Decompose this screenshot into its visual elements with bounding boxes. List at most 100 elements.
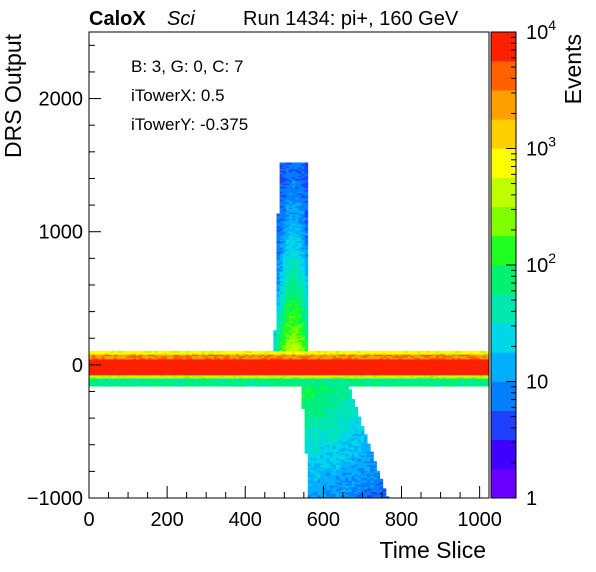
heatmap-cell: [401, 373, 406, 376]
heatmap-cell: [301, 299, 306, 302]
heatmap-cell: [117, 355, 121, 358]
heatmap-cell: [320, 390, 324, 393]
heatmap-cell: [292, 226, 296, 229]
heatmap-cell: [107, 362, 112, 365]
heatmap-cell: [314, 458, 318, 461]
heatmap-cell: [170, 384, 174, 387]
heatmap-cell: [298, 301, 302, 304]
heatmap-cell: [285, 327, 290, 330]
heatmap-cell: [145, 376, 149, 379]
heatmap-cell: [323, 459, 327, 462]
heatmap-cell: [351, 426, 356, 429]
heatmap-cell: [292, 322, 296, 325]
heatmap-cell: [289, 374, 293, 377]
heatmap-cell: [345, 442, 349, 445]
heatmap-cell: [285, 290, 290, 293]
heatmap-cell: [292, 312, 296, 315]
heatmap-cell: [360, 381, 365, 384]
heatmap-cell: [329, 398, 334, 401]
heatmap-cell: [139, 362, 143, 365]
heatmap-cell: [220, 381, 224, 384]
heatmap-cell: [348, 403, 352, 406]
heatmap-cell: [151, 382, 156, 385]
heatmap-cell: [301, 333, 306, 336]
heatmap-cell: [382, 371, 387, 374]
heatmap-cell: [342, 448, 346, 451]
heatmap-cell: [282, 376, 287, 379]
heatmap-cell: [226, 360, 231, 363]
heatmap-cell: [373, 475, 377, 478]
heatmap-cell: [301, 202, 306, 205]
heatmap-cell: [329, 422, 334, 425]
heatmap-cell: [235, 357, 240, 360]
heatmap-cell: [351, 485, 356, 488]
heatmap-cell: [410, 384, 415, 387]
heatmap-cell: [304, 359, 309, 361]
heatmap-cell: [351, 430, 356, 433]
heatmap-cell: [364, 352, 368, 355]
heatmap-cell: [357, 370, 362, 373]
heatmap-cell: [295, 338, 299, 341]
heatmap-cell: [260, 365, 265, 368]
heatmap-cell: [351, 365, 356, 368]
heatmap-cell: [301, 162, 306, 165]
heatmap-cell: [282, 275, 287, 278]
heatmap-cell: [229, 357, 234, 360]
heatmap-cell: [317, 363, 321, 366]
heatmap-cell: [270, 378, 274, 381]
heatmap-cell: [414, 371, 418, 374]
heatmap-cell: [376, 362, 381, 365]
heatmap-cell: [320, 459, 324, 462]
heatmap-cell: [326, 494, 331, 497]
heatmap-cell: [335, 360, 340, 363]
heatmap-cell: [214, 359, 218, 361]
heatmap-cell: [185, 360, 190, 363]
heatmap-cell: [323, 440, 327, 443]
heatmap-cell: [285, 306, 290, 309]
heatmap-cell: [351, 437, 356, 440]
heatmap-cell: [276, 362, 281, 365]
heatmap-cell: [292, 237, 296, 240]
heatmap-cell: [360, 470, 365, 473]
heatmap-cell: [292, 213, 296, 216]
heatmap-cell: [201, 365, 206, 368]
heatmap-cell: [285, 194, 290, 197]
heatmap-cell: [245, 366, 249, 369]
heatmap-cell: [348, 491, 352, 494]
heatmap-cell: [317, 469, 321, 472]
heatmap-cell: [307, 410, 312, 413]
heatmap-cell: [417, 373, 421, 376]
heatmap-cell: [114, 354, 118, 357]
heatmap-cell: [179, 381, 184, 384]
heatmap-cell: [345, 378, 349, 381]
heatmap-cell: [279, 212, 284, 215]
heatmap-cell: [304, 274, 309, 277]
heatmap-cell: [135, 373, 140, 376]
heatmap-cell: [354, 480, 359, 483]
heatmap-cell: [339, 400, 343, 403]
heatmap-cell: [382, 376, 387, 379]
heatmap-cell: [242, 368, 246, 371]
heatmap-cell: [348, 390, 352, 393]
heatmap-cell: [307, 352, 312, 355]
heatmap-cell: [304, 223, 309, 226]
heatmap-cell: [367, 366, 371, 369]
heatmap-cell: [304, 213, 309, 216]
heatmap-cell: [310, 395, 315, 398]
heatmap-cell: [329, 469, 334, 472]
heatmap-cell: [179, 376, 184, 379]
heatmap-cell: [367, 475, 371, 478]
heatmap-cell: [289, 202, 293, 205]
heatmap-cell: [295, 189, 299, 192]
heatmap-cell: [304, 207, 309, 210]
heatmap-cell: [351, 458, 356, 461]
heatmap-cell: [417, 378, 421, 381]
heatmap-cell: [307, 370, 312, 373]
heatmap-cell: [285, 250, 290, 253]
heatmap-cell: [289, 269, 293, 272]
heatmap-cell: [354, 442, 359, 445]
heatmap-cell: [239, 351, 243, 354]
heatmap-cell: [376, 371, 381, 374]
heatmap-cell: [279, 271, 284, 274]
heatmap-cell: [120, 365, 124, 368]
